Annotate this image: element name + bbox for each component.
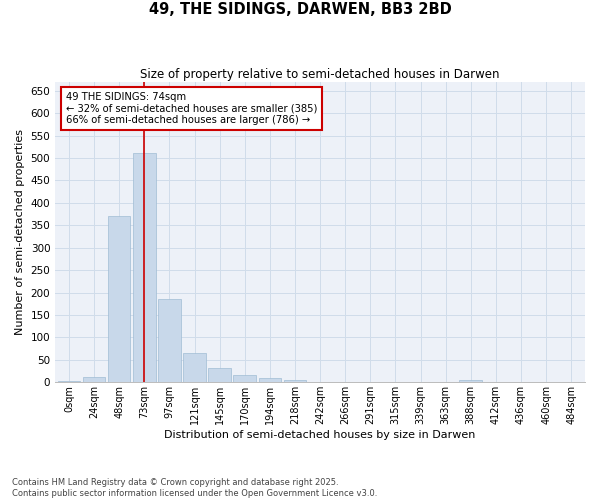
Bar	[460, 380, 482, 382]
Bar	[233, 374, 256, 382]
Bar	[208, 368, 231, 382]
Text: 49, THE SIDINGS, DARWEN, BB3 2BD: 49, THE SIDINGS, DARWEN, BB3 2BD	[149, 2, 451, 18]
Bar	[259, 378, 281, 382]
Bar	[133, 154, 155, 382]
X-axis label: Distribution of semi-detached houses by size in Darwen: Distribution of semi-detached houses by …	[164, 430, 476, 440]
Bar	[158, 300, 181, 382]
Y-axis label: Number of semi-detached properties: Number of semi-detached properties	[15, 129, 25, 335]
Bar	[284, 380, 306, 382]
Bar	[83, 377, 106, 382]
Title: Size of property relative to semi-detached houses in Darwen: Size of property relative to semi-detach…	[140, 68, 500, 80]
Text: 49 THE SIDINGS: 74sqm
← 32% of semi-detached houses are smaller (385)
66% of sem: 49 THE SIDINGS: 74sqm ← 32% of semi-deta…	[66, 92, 317, 126]
Text: Contains HM Land Registry data © Crown copyright and database right 2025.
Contai: Contains HM Land Registry data © Crown c…	[12, 478, 377, 498]
Bar	[183, 353, 206, 382]
Bar	[108, 216, 130, 382]
